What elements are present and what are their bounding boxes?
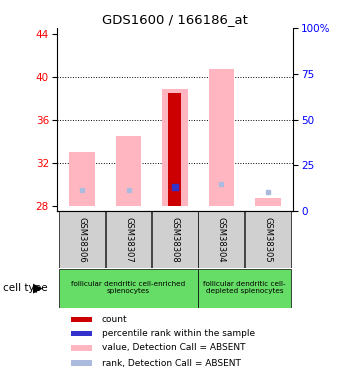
Text: GSM38308: GSM38308: [170, 217, 179, 262]
Text: cell type: cell type: [3, 284, 48, 293]
Text: GSM38306: GSM38306: [78, 217, 87, 262]
Text: follicular dendritic cell-enriched
splenocytes: follicular dendritic cell-enriched splen…: [71, 281, 186, 294]
Bar: [255, 198, 281, 206]
FancyBboxPatch shape: [245, 211, 291, 268]
FancyBboxPatch shape: [59, 211, 105, 268]
FancyBboxPatch shape: [106, 211, 152, 268]
Bar: [168, 93, 181, 206]
Text: ▶: ▶: [33, 282, 42, 295]
FancyBboxPatch shape: [152, 211, 198, 268]
Text: follicular dendritic cell-
depleted splenocytes: follicular dendritic cell- depleted sple…: [203, 281, 286, 294]
Text: value, Detection Call = ABSENT: value, Detection Call = ABSENT: [102, 344, 245, 352]
Text: GSM38307: GSM38307: [124, 217, 133, 262]
Title: GDS1600 / 166186_at: GDS1600 / 166186_at: [102, 13, 248, 26]
Text: GSM38304: GSM38304: [217, 217, 226, 262]
Bar: [71, 360, 92, 366]
FancyBboxPatch shape: [198, 269, 291, 308]
Bar: [71, 331, 92, 336]
FancyBboxPatch shape: [59, 269, 198, 308]
Text: percentile rank within the sample: percentile rank within the sample: [102, 329, 255, 338]
Bar: [69, 152, 95, 206]
Bar: [71, 345, 92, 351]
Bar: [116, 136, 141, 206]
Bar: [209, 69, 234, 206]
Bar: [162, 90, 188, 206]
Text: count: count: [102, 315, 127, 324]
Bar: [71, 317, 92, 322]
Text: GSM38305: GSM38305: [263, 217, 272, 262]
Text: rank, Detection Call = ABSENT: rank, Detection Call = ABSENT: [102, 358, 240, 368]
FancyBboxPatch shape: [198, 211, 244, 268]
